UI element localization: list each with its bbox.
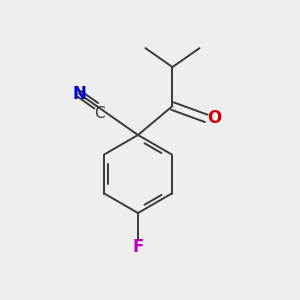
Text: F: F bbox=[132, 238, 144, 256]
Text: N: N bbox=[72, 85, 86, 103]
Text: C: C bbox=[94, 106, 104, 121]
Text: O: O bbox=[207, 110, 221, 128]
